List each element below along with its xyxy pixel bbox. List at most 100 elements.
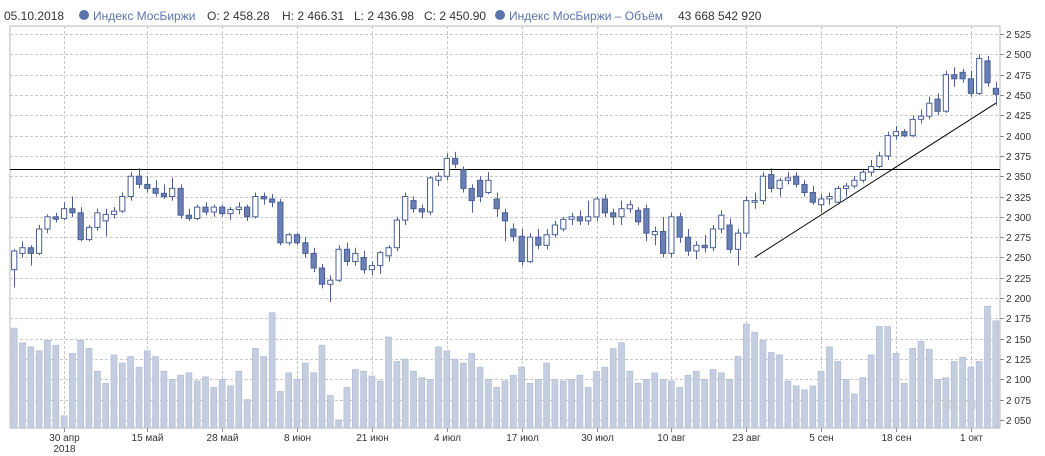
candle-up [668, 216, 675, 254]
candle-up [776, 179, 783, 189]
volume-bar [618, 342, 625, 429]
volume-bar [984, 305, 991, 429]
candle-down [244, 206, 251, 218]
volume-bar [326, 395, 334, 429]
candle-up [102, 213, 109, 222]
volume-bar [826, 346, 833, 429]
y-tick-label: 2 200 [1006, 294, 1031, 305]
volume-bar [27, 346, 35, 429]
volume-bar [784, 380, 792, 429]
candle-up [61, 208, 68, 219]
volume-bar [460, 362, 467, 429]
x-tick-label: 30 апр [49, 433, 80, 444]
candle-up [851, 179, 858, 187]
y-tick-label: 2 425 [1006, 111, 1031, 122]
candle-down [967, 78, 974, 94]
candle-down [701, 244, 708, 249]
volume-bar [509, 374, 517, 429]
candle-up [194, 206, 201, 220]
volume-bar [152, 356, 159, 429]
volume-bar [94, 370, 101, 429]
volume-bar [609, 348, 617, 429]
volume-bar [185, 372, 193, 429]
candle-down [510, 228, 517, 237]
x-tick-label: 1 окт [960, 433, 983, 444]
volume-bar [343, 387, 351, 429]
volume-bar [692, 370, 700, 429]
candle-down [152, 187, 159, 194]
volume-bar [975, 361, 983, 429]
volume-bar [310, 372, 318, 429]
volume-bar [967, 366, 975, 429]
candle-up [285, 234, 292, 244]
volume-bar [543, 362, 550, 429]
volume-bar [851, 393, 858, 429]
candle-down [202, 206, 209, 213]
candle-down [934, 98, 941, 112]
volume-bar [235, 370, 243, 429]
candle-down [610, 212, 617, 218]
volume-bar [501, 380, 509, 429]
y-tick-label: 2 350 [1006, 172, 1031, 183]
candle-down [984, 60, 991, 84]
volume-bar [110, 354, 118, 429]
series-volume-name[interactable]: Индекс МосБиржи – Объём [509, 9, 664, 23]
volume-bar [717, 372, 725, 429]
candle-up [859, 171, 866, 181]
x-tick-label: 30 июл [581, 433, 614, 444]
volume-bar [160, 370, 168, 429]
candle-down [343, 248, 351, 263]
volume-bar [676, 387, 684, 429]
ohlc-high: H: 2 466.31 [282, 9, 345, 23]
candle-up [718, 214, 725, 230]
volume-bar [992, 320, 1000, 429]
candle-up [868, 166, 875, 173]
volume-bar [892, 352, 900, 429]
candle-down [277, 201, 284, 244]
volume-bar [834, 361, 842, 429]
candle-down [452, 157, 459, 165]
candle-up [834, 187, 841, 203]
candle-down [726, 224, 733, 250]
candle-down [69, 208, 76, 214]
candle-down [501, 212, 509, 222]
candle-down [676, 216, 683, 238]
volume-bar [426, 378, 434, 429]
volume-bar [301, 362, 309, 429]
volume-bar [576, 374, 584, 429]
volume-bar [44, 339, 51, 429]
volume-bar [69, 352, 76, 429]
volume-bar [168, 378, 176, 429]
candle-up [352, 252, 359, 262]
candle-up [377, 252, 384, 267]
candle-up [826, 196, 833, 200]
candle-up [427, 177, 434, 213]
candle-down [901, 131, 908, 137]
x-tick-label: 5 сен [809, 433, 833, 444]
candle-down [601, 198, 608, 214]
series-index-name[interactable]: Индекс МосБиржи [93, 9, 196, 23]
candle-up [759, 175, 766, 202]
volume-bar [876, 326, 883, 429]
candle-up [884, 135, 891, 157]
volume-bar [443, 350, 451, 429]
volume-bar [643, 378, 650, 429]
candle-up [784, 177, 791, 181]
volume-bar [801, 389, 808, 429]
volume-bar [19, 342, 26, 429]
volume-bar [909, 348, 917, 429]
volume-bar [360, 370, 367, 429]
candle-down [302, 242, 309, 254]
y-tick-label: 2 050 [1006, 416, 1031, 427]
volume-bar [942, 377, 950, 429]
candle-up [743, 200, 750, 234]
candle-down [809, 192, 816, 203]
candle-up [327, 279, 334, 285]
y-tick-label: 2 150 [1006, 335, 1031, 346]
volume-bar [218, 378, 226, 429]
y-tick-label: 2 400 [1006, 132, 1031, 143]
volume-bar [934, 378, 941, 429]
volume-bar [734, 356, 742, 429]
volume-bar [659, 378, 667, 429]
